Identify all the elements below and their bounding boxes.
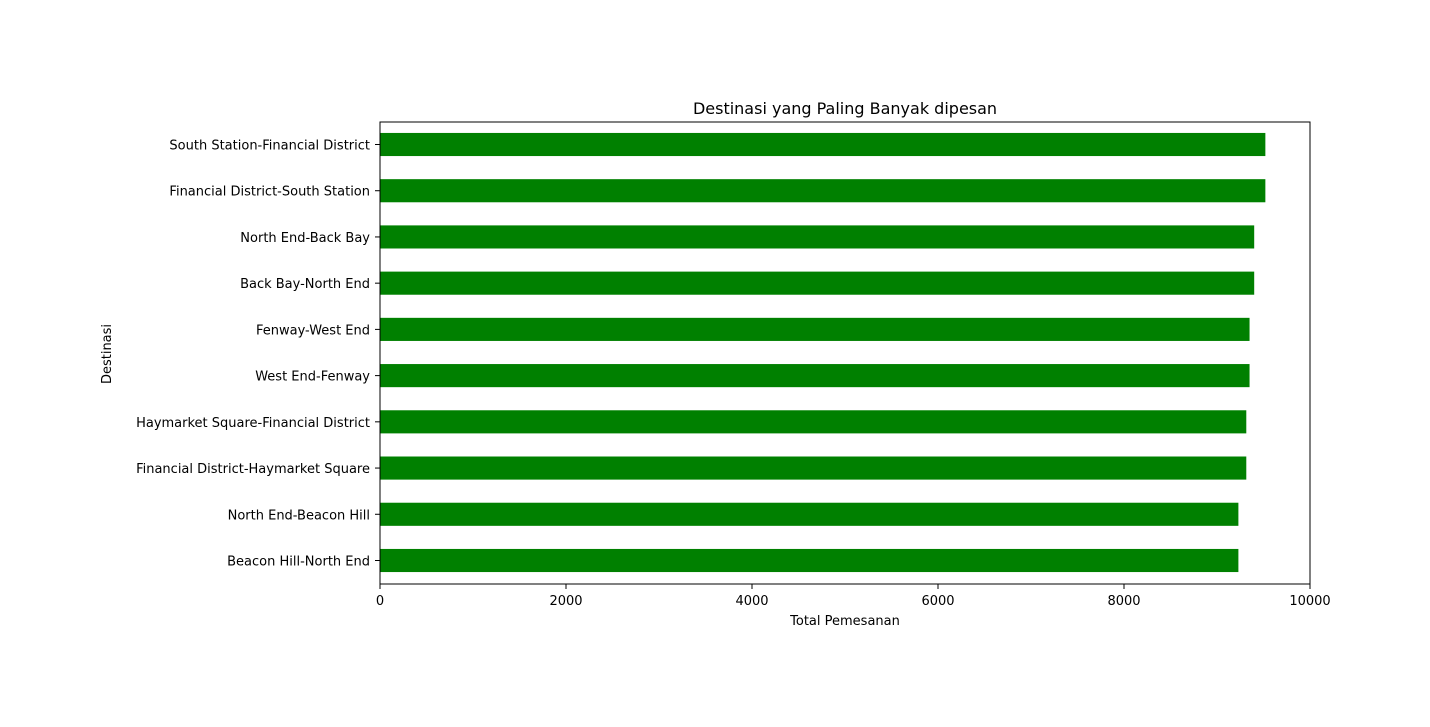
bar [380, 364, 1250, 388]
x-tick-group: 0 2000 4000 6000 8000 10000 [376, 584, 1331, 609]
y-tick-label: Financial District-Haymarket Square [136, 462, 370, 477]
bar [380, 410, 1247, 434]
plot-frame [379, 121, 1311, 585]
y-tick-label: Fenway-West End [256, 323, 370, 338]
y-tick-label: South Station-Financial District [169, 139, 370, 154]
bar [380, 179, 1266, 203]
y-tick-label: Financial District-South Station [169, 185, 370, 200]
y-tick-group: South Station-Financial District Financia… [136, 139, 380, 570]
bar [380, 132, 1266, 157]
y-tick-label: Haymarket Square-Financial District [136, 416, 370, 431]
bar [380, 225, 1255, 249]
x-tick-label: 4000 [735, 594, 768, 609]
bar [380, 502, 1239, 526]
chart-title: Destinasi yang Paling Banyak dipesan [693, 99, 997, 118]
x-tick-label: 0 [376, 594, 384, 609]
y-tick-label: North End-Beacon Hill [228, 508, 370, 523]
x-tick-label: 10000 [1289, 594, 1330, 609]
bar [380, 548, 1239, 573]
bar [380, 271, 1255, 295]
y-tick-label: West End-Fenway [255, 370, 370, 385]
y-tick-label: North End-Back Bay [240, 231, 370, 246]
x-tick-label: 8000 [1107, 594, 1140, 609]
y-tick-label: Back Bay-North End [240, 277, 370, 292]
bar [380, 456, 1247, 480]
bar [380, 317, 1250, 341]
x-tick-label: 2000 [549, 594, 582, 609]
y-axis-label: Destinasi [100, 324, 115, 384]
y-tick-label: Beacon Hill-North End [227, 555, 370, 570]
bars-group [380, 132, 1266, 573]
x-axis-label: Total Pemesanan [789, 614, 900, 629]
x-tick-label: 6000 [921, 594, 954, 609]
